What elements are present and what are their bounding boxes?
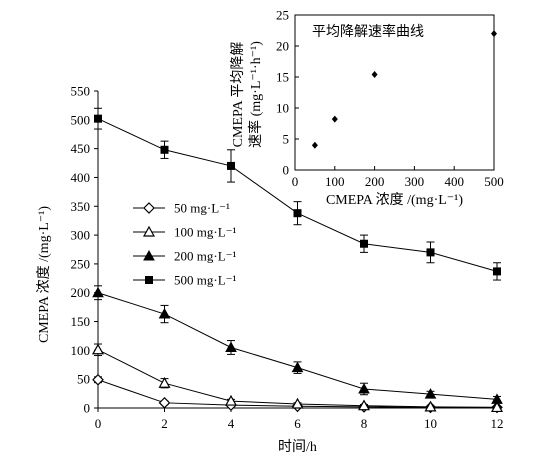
inset-plot: 0 5 10 15 20 25 0 100 200 300 400 500 平均降解速率曲线 CMEPA … [230,8,504,209]
y-tick-label: 150 [71,314,91,329]
data-point [158,376,171,388]
inset-x-tick-label: 100 [325,174,345,189]
series-line [97,292,498,400]
x-tick-label: 12 [491,416,504,431]
inset-x-tick-label: 0 [292,174,299,189]
data-point [158,308,171,319]
x-tick-label: 0 [95,416,102,431]
x-axis-title: 时间/h [278,439,317,455]
series-3 [94,107,501,281]
y-tick-label: 400 [71,170,91,185]
data-point [92,373,104,386]
data-point [491,393,503,404]
inset-y-tick-label: 10 [276,101,289,116]
x-tick-label: 8 [361,416,368,431]
inset-x-tick-label: 300 [405,174,425,189]
x-tick-label: 2 [161,416,168,431]
data-point [158,396,171,409]
series-1 [91,343,504,413]
y-tick-label: 50 [77,372,90,387]
legend-label: 50 mg·L⁻¹ [174,201,230,216]
y-tick-label: 0 [84,401,91,416]
y-tick-label: 550 [71,84,91,99]
data-point [92,286,104,298]
data-point [160,145,169,154]
inset-x-tick-label: 500 [484,174,504,189]
x-tick-label: 6 [294,416,301,431]
inset-y-tick-label: 15 [276,70,289,85]
legend-marker [145,276,153,284]
legend-label: 500 mg·L⁻¹ [174,273,236,288]
data-point [94,114,102,123]
x-tick-label: 10 [424,416,437,431]
legend-label: 100 mg·L⁻¹ [174,225,236,240]
y-tick-label: 300 [71,228,91,243]
data-point [224,394,238,406]
data-point [227,161,235,170]
data-point [490,401,504,413]
data-point [291,361,304,373]
x-tick-label: 4 [228,416,235,431]
inset-y-tick-label: 20 [276,39,289,54]
legend-marker [143,249,155,261]
inset-x-tick-label: 400 [444,174,464,189]
inset-y-tick-label: 0 [283,163,290,178]
y-tick-label: 350 [71,199,91,214]
inset-data-point [311,141,318,149]
inset-y-tick-label: 25 [276,8,289,23]
inset-data-point [331,115,338,123]
inset-x-axis-title: CMEPA 浓度 /(mg·L⁻¹) [326,192,463,208]
data-point [91,343,105,355]
legend-marker [142,225,156,237]
y-tick-label: 100 [71,343,91,358]
data-point [424,400,437,412]
y-tick-label: 250 [71,256,91,271]
data-point [360,239,368,248]
y-tick-label: 450 [71,141,91,156]
y-tick-label: 200 [71,285,91,300]
data-point [493,267,501,276]
y-tick-label: 500 [71,112,91,127]
series-2 [92,285,503,404]
inset-x-tick-label: 200 [365,174,385,189]
legend-marker [143,202,155,214]
inset-title: 平均降解速率曲线 [312,23,424,40]
inset-frame [294,14,495,171]
inset-y-axis-title-line2: 速率 (mg·L⁻¹·h⁻¹) [247,41,264,148]
inset-y-axis-title-line1: CMEPA 平均降解 [230,42,246,148]
y-axis-title: CMEPA 浓度 /(mg·L⁻¹) [36,206,52,343]
data-point [291,397,304,409]
inset-data-point [491,30,497,38]
data-point [426,248,435,257]
data-point [357,399,371,411]
legend: 50 mg·L⁻¹ 100 mg·L⁻¹ 200 mg·L⁻¹ 500 mg·L⁻¹ [133,201,236,288]
data-point [424,388,437,399]
data-point [225,341,237,352]
legend-label: 200 mg·L⁻¹ [174,249,236,264]
inset-y-tick-label: 5 [283,132,290,147]
data-point [358,382,370,394]
data-point [293,209,302,218]
inset-data-point [371,71,378,79]
